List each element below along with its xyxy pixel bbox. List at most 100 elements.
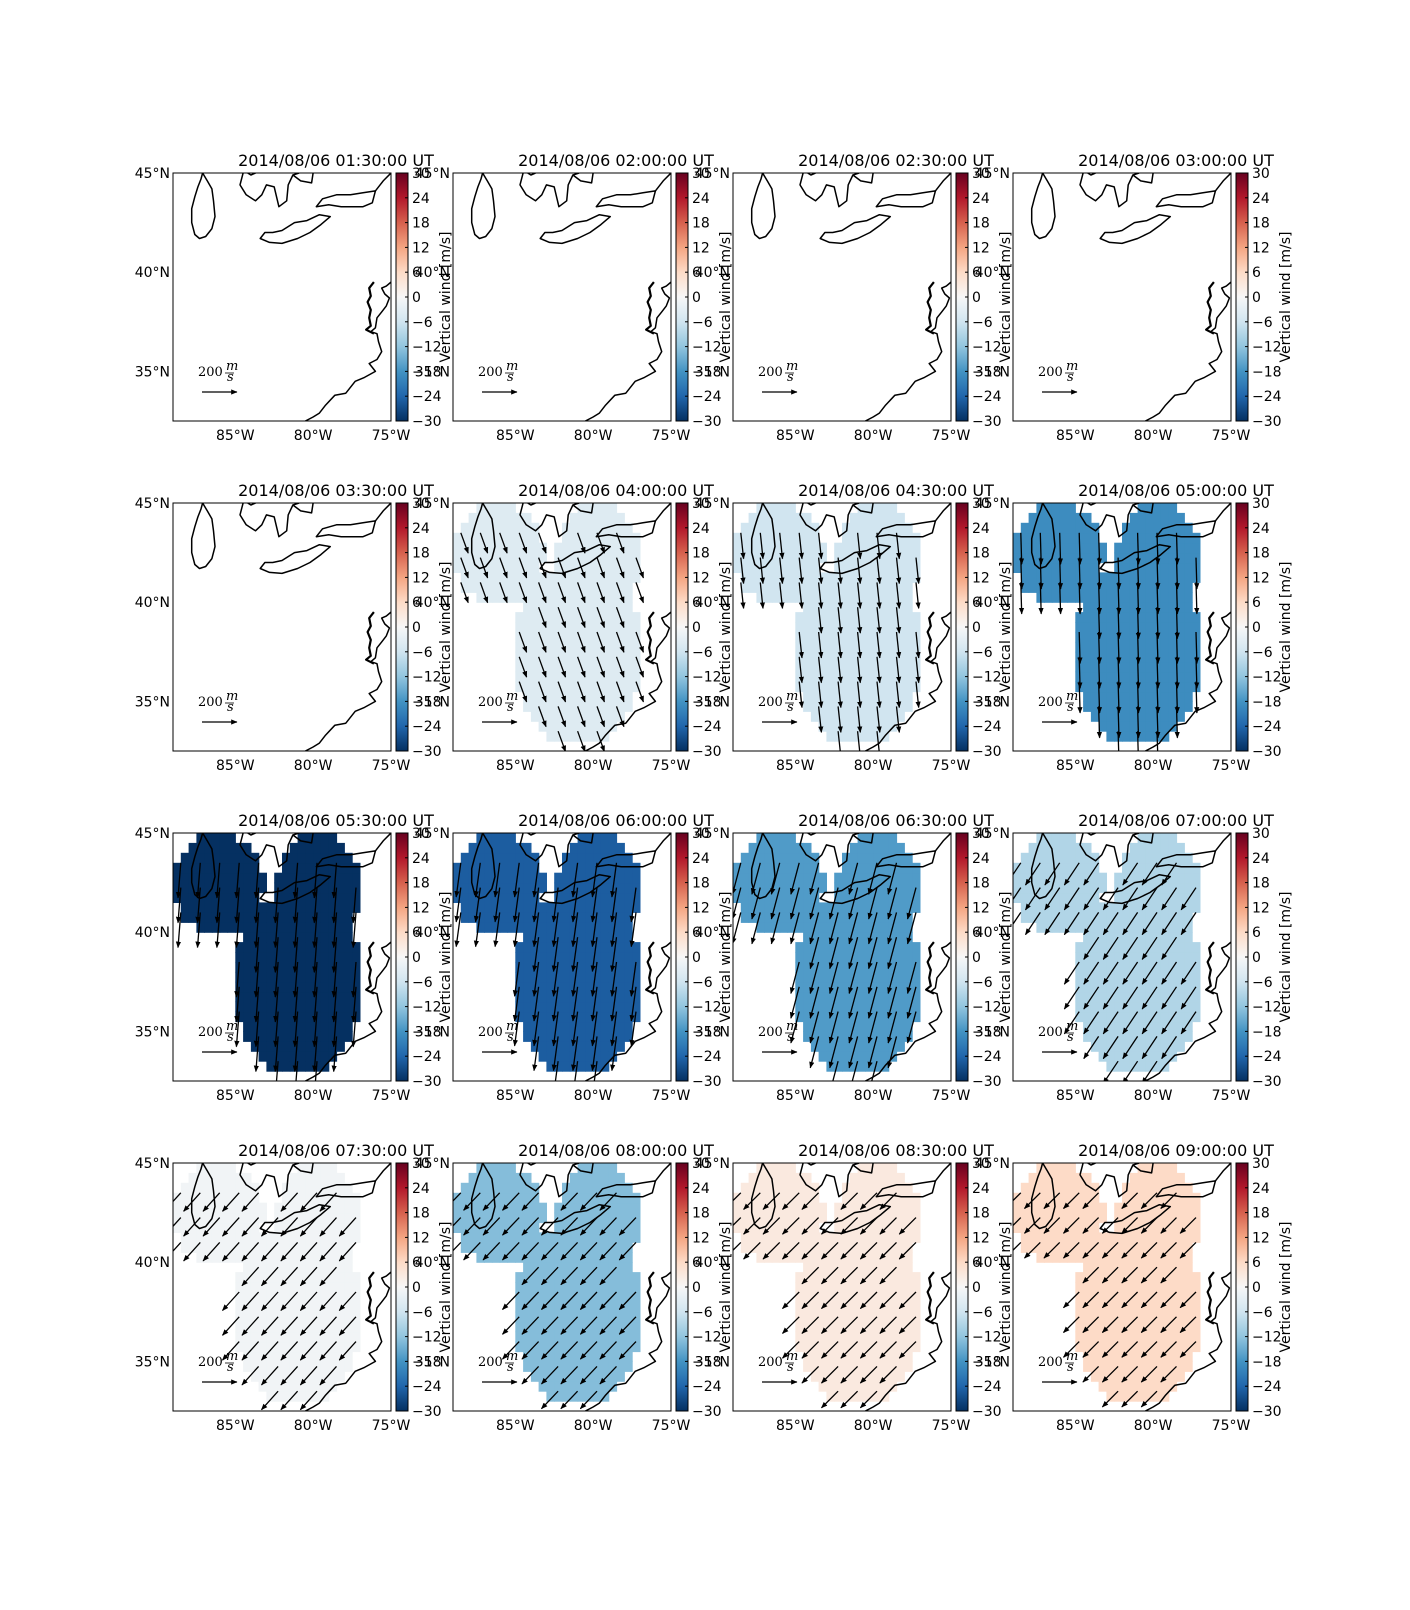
wind-vector	[571, 961, 579, 997]
data-cell	[810, 661, 820, 673]
data-cell	[748, 1172, 757, 1184]
data-cell	[632, 1232, 641, 1243]
wind-vector	[560, 1241, 579, 1261]
data-cell	[1098, 651, 1107, 663]
data-cell	[336, 1021, 345, 1032]
data-cell	[491, 542, 501, 554]
data-cell	[771, 862, 781, 874]
colorbar-tick-label: −30	[1252, 744, 1282, 760]
data-cell	[250, 1202, 260, 1214]
data-cell	[1168, 1001, 1178, 1013]
wind-vector	[1141, 912, 1158, 936]
data-cell	[593, 1222, 602, 1233]
data-cell	[173, 1222, 182, 1233]
data-cell	[1075, 922, 1084, 933]
data-cell	[484, 503, 493, 514]
wind-vector	[537, 631, 547, 653]
data-cell	[211, 833, 221, 844]
data-cell	[352, 1212, 361, 1224]
data-cell	[632, 1292, 641, 1303]
colorbar-tick-label: −6	[692, 1305, 713, 1321]
wind-vector	[809, 937, 820, 970]
data-cell	[873, 612, 882, 623]
data-cell	[1129, 852, 1139, 864]
data-cell	[297, 1391, 306, 1402]
data-cell	[320, 1172, 330, 1184]
data-cell	[515, 1311, 524, 1323]
wind-vector	[479, 532, 489, 554]
wind-vector	[502, 1217, 520, 1236]
data-cell	[313, 1311, 322, 1323]
data-cell	[523, 991, 532, 1003]
data-cell	[904, 922, 913, 933]
data-cell	[328, 1222, 338, 1233]
atlantic-coastline	[1145, 281, 1231, 421]
data-cell	[219, 1182, 229, 1194]
wind-vector	[615, 706, 625, 728]
data-cell	[352, 1001, 361, 1013]
wind-vector	[809, 1036, 820, 1069]
data-cell	[593, 922, 602, 933]
wind-vector	[551, 887, 559, 923]
data-cell	[328, 1351, 338, 1362]
data-cell	[313, 1361, 322, 1372]
wind-vector	[473, 887, 481, 923]
data-cell	[608, 1262, 618, 1273]
data-cell	[593, 1272, 602, 1283]
wind-vector	[557, 557, 567, 579]
data-cell	[305, 971, 314, 983]
data-cell	[180, 902, 190, 913]
wind-vector	[512, 862, 520, 898]
data-cell	[740, 562, 750, 573]
data-cell	[779, 1232, 789, 1243]
data-cell	[593, 971, 602, 983]
data-cell	[484, 852, 493, 864]
lake-superior-outline	[247, 503, 256, 506]
panel-frame	[172, 1162, 392, 1412]
data-cell	[320, 833, 330, 844]
data-cell	[227, 892, 236, 903]
data-cell	[585, 1061, 594, 1072]
colorbar-tick-label: 6	[972, 595, 981, 611]
data-cell	[1106, 701, 1115, 712]
data-cell	[554, 952, 563, 963]
data-cell	[305, 1361, 314, 1372]
data-cell	[1137, 1051, 1146, 1062]
data-cell	[632, 902, 641, 913]
data-cell	[297, 882, 306, 894]
data-cell	[180, 852, 190, 864]
data-cell	[593, 912, 602, 923]
data-cell	[1192, 971, 1201, 983]
data-cell	[1137, 731, 1146, 742]
data-cell	[344, 1292, 353, 1303]
data-cell	[538, 1001, 547, 1013]
data-cell	[1114, 922, 1123, 933]
data-cell	[491, 512, 501, 524]
data-cell	[507, 1212, 516, 1224]
data-cell	[1153, 1041, 1162, 1052]
data-cell	[1083, 922, 1092, 933]
data-cell	[274, 1252, 283, 1263]
data-cell	[888, 981, 898, 993]
data-cell	[1106, 912, 1115, 923]
data-cell	[1044, 872, 1053, 884]
georgian-bay-outline	[572, 833, 594, 844]
colorbar-tick-label: 6	[692, 1255, 701, 1271]
y-tick-label: 35°N	[415, 694, 450, 710]
data-cell	[352, 1311, 361, 1323]
data-cell	[624, 981, 633, 993]
data-cell	[538, 1321, 547, 1333]
data-cell	[1051, 552, 1061, 564]
data-cell	[849, 1001, 859, 1013]
data-cell	[865, 552, 874, 564]
data-cell	[849, 691, 859, 702]
data-cell	[569, 1272, 579, 1283]
data-cell	[523, 602, 532, 613]
data-cell	[515, 1292, 524, 1303]
data-cell	[593, 952, 602, 963]
data-cell	[243, 1321, 252, 1333]
data-cell	[344, 1351, 353, 1362]
data-cell	[795, 1242, 804, 1253]
colorbar-tick-label: −12	[412, 340, 442, 356]
data-cell	[1028, 872, 1037, 884]
